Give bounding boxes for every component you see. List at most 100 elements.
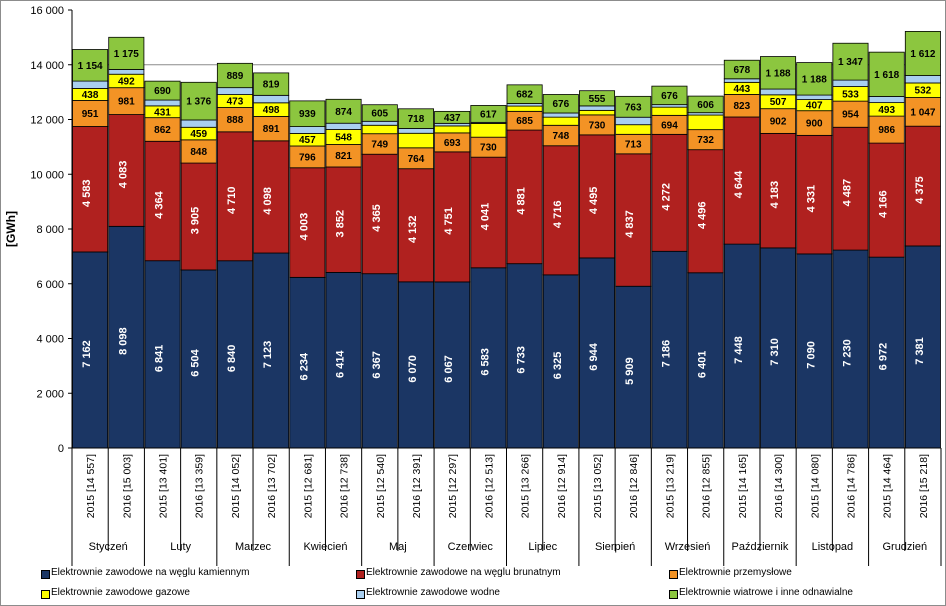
data-label: 4 272 (660, 183, 672, 211)
bar-segment (615, 95, 652, 118)
data-label: 4 132 (407, 216, 419, 244)
data-label: 4 098 (262, 187, 274, 215)
bar-segment (832, 42, 869, 81)
month-label: Lipiec (528, 541, 557, 553)
data-label: 889 (227, 71, 244, 82)
data-label: 4 583 (81, 179, 93, 207)
bar-segment (904, 125, 941, 247)
data-label: 498 (263, 105, 280, 116)
y-tick-label: 16 000 (30, 5, 64, 17)
legend-swatch (356, 570, 365, 579)
bar-segment (760, 247, 797, 449)
data-label: 4 364 (154, 190, 166, 218)
month-label: Sierpień (595, 541, 635, 553)
bar-segment (216, 107, 253, 133)
x-tick-label: 2016 [12 846] (628, 454, 640, 518)
bar-segment (434, 151, 471, 283)
data-label: 7 090 (805, 341, 817, 369)
bar-segment (397, 128, 434, 134)
data-label: 4 003 (298, 213, 310, 241)
x-tick-label: 2015 [13 219] (664, 454, 676, 518)
x-tick-label: 2016 [12 738] (339, 454, 351, 518)
data-label: 954 (842, 110, 859, 121)
month-label: Listopad (812, 541, 854, 553)
data-label: 1 047 (910, 107, 935, 118)
bar-segment (72, 251, 109, 449)
bar-segment (216, 62, 253, 89)
data-label: 7 162 (81, 340, 93, 368)
y-tick-label: 0 (58, 443, 64, 455)
data-label: 457 (299, 135, 316, 146)
data-label: 606 (697, 100, 714, 111)
data-label: 730 (480, 143, 497, 154)
x-tick-label: 2015 [14 052] (230, 454, 242, 518)
x-tick-label: 2015 [14 165] (737, 454, 749, 518)
data-label: 438 (82, 90, 99, 101)
data-label: 4 183 (769, 181, 781, 209)
data-label: 6 325 (552, 352, 564, 380)
data-label: 3 905 (190, 207, 202, 235)
x-tick-label: 2016 [14 300] (773, 454, 785, 518)
x-tick-label: 2015 [13 052] (592, 454, 604, 518)
data-label: 3 852 (335, 210, 347, 238)
x-tick-label: 2015 [14 557] (85, 454, 97, 518)
bar-segment (904, 97, 941, 127)
data-label: 874 (335, 107, 352, 118)
data-label: 6 067 (443, 355, 455, 383)
x-tick-label: 2015 [13 401] (158, 454, 170, 518)
data-label: 6 583 (479, 348, 491, 376)
bar-segment (542, 94, 579, 114)
bar-segment (615, 124, 652, 135)
legend-label: Elektrownie zawodowe wodne (366, 587, 500, 598)
bar-segment (832, 79, 869, 87)
bar-segment (434, 125, 471, 134)
data-label: 1 612 (910, 49, 935, 60)
data-label: 1 188 (766, 68, 791, 79)
bar-segment (796, 110, 833, 136)
x-tick-label: 2016 [15 218] (918, 454, 930, 518)
bar-segment (760, 56, 797, 90)
bar-segment (289, 100, 326, 127)
data-label: 763 (625, 102, 642, 113)
month-label: Czerwiec (448, 541, 494, 553)
data-label: 4 365 (371, 204, 383, 232)
bar-segment (361, 153, 398, 275)
data-label: 8 098 (117, 327, 129, 355)
y-axis-title: [GWh] (4, 211, 18, 247)
bar-segment (687, 95, 724, 114)
bar-segment (579, 105, 616, 111)
bar-segment (796, 253, 833, 449)
data-label: 6 972 (878, 343, 890, 371)
bar-segment (361, 120, 398, 126)
bar-segment (325, 122, 362, 130)
data-label: 4 710 (226, 187, 238, 215)
bar-segment (470, 123, 507, 138)
data-label: 459 (190, 129, 207, 140)
x-tick-label: 2016 [15 003] (121, 454, 133, 518)
data-label: 4 487 (841, 179, 853, 207)
legend-swatch (669, 590, 678, 599)
x-tick-label: 2015 [13 266] (520, 454, 532, 518)
data-label: 6 401 (697, 351, 709, 379)
x-tick-label: 2016 [12 914] (556, 454, 568, 518)
data-label: 6 841 (154, 345, 166, 373)
bar-segment (470, 105, 507, 123)
bar-segment (542, 274, 579, 449)
bar-segment (542, 145, 579, 276)
bar-segment (108, 69, 145, 75)
x-tick-label: 2015 [12 297] (447, 454, 459, 518)
data-label: 1 376 (186, 97, 211, 108)
bar-segment (687, 149, 724, 274)
bar-segment (651, 85, 688, 106)
month-label: Marzec (235, 541, 272, 553)
bar-segment (72, 49, 109, 82)
legend-label: Elektrownie przemysłowe (679, 567, 792, 578)
data-label: 443 (734, 84, 751, 95)
legend-swatch (41, 570, 50, 579)
data-label: 685 (516, 116, 533, 127)
bar-segment (144, 99, 181, 107)
data-label: 981 (118, 97, 135, 108)
bar-segment (760, 108, 797, 134)
